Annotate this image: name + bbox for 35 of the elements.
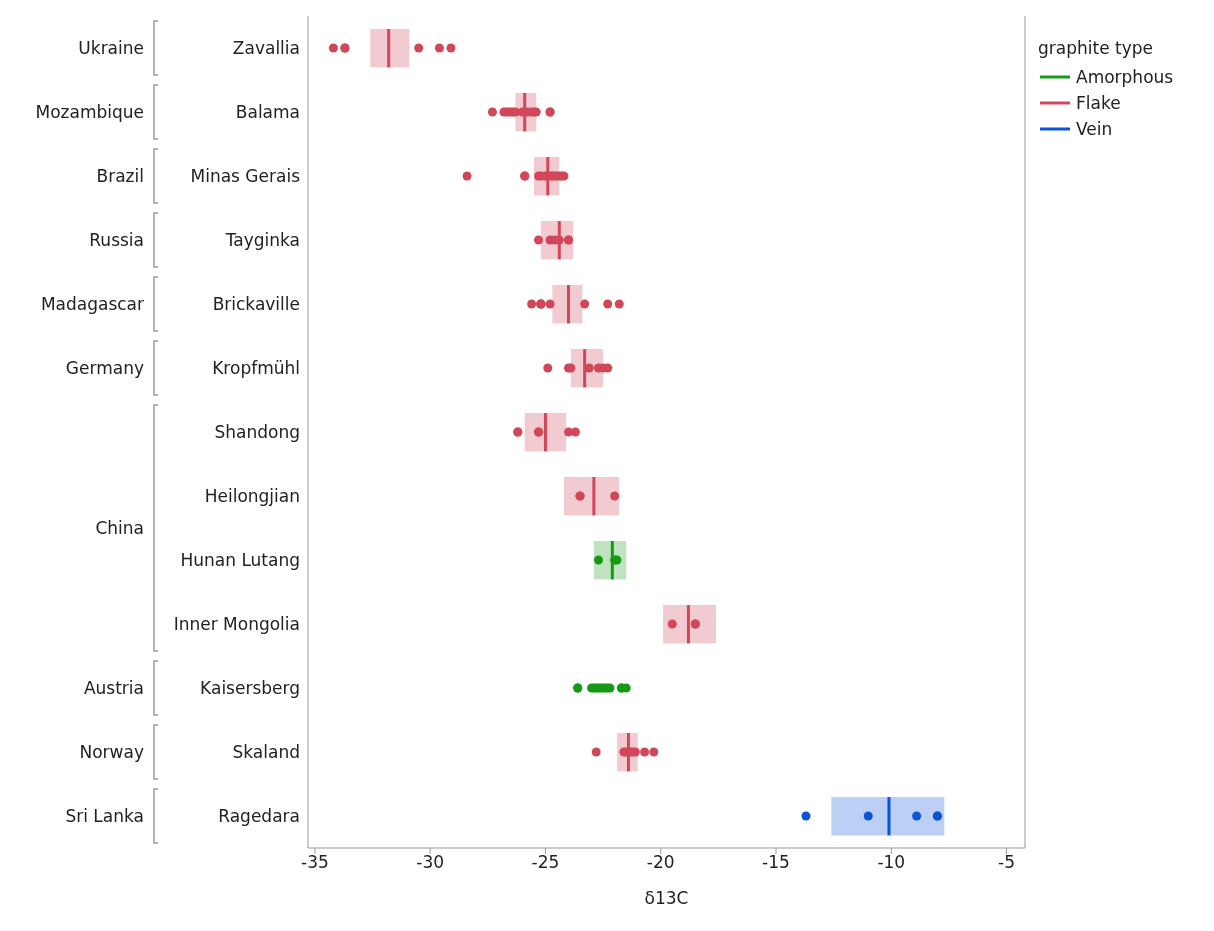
legend-label: Vein [1076, 119, 1113, 139]
x-tick-label: -10 [877, 852, 906, 873]
y-tick-label: Shandong [214, 422, 300, 443]
x-tick-label: -20 [646, 852, 675, 873]
y-tick-label: Hunan Lutang [180, 550, 300, 571]
text: Madagascar [40, 294, 144, 314]
y-tick-label: Skaland [232, 742, 300, 763]
text: Austria [83, 678, 144, 698]
x-tick-label: -35 [301, 852, 329, 873]
y-tick-label: Kaisersberg [200, 678, 300, 699]
x-axis-title: δ13C [644, 888, 689, 908]
x-tick-label: -30 [416, 852, 445, 873]
y-tick-label: Brickaville [212, 294, 300, 315]
text: Ukraine [78, 38, 144, 58]
legend-label: Flake [1076, 93, 1121, 113]
y-tick-label: Ragedara [218, 806, 300, 827]
text: Mozambique [35, 102, 144, 122]
y-tick-label: Minas Gerais [190, 166, 301, 187]
y-tick-label: Zavallia [232, 38, 300, 59]
legend-label: Amorphous [1076, 67, 1174, 87]
text: Brazil [96, 166, 144, 186]
text: China [95, 518, 144, 538]
x-tick-label: -5 [998, 852, 1016, 873]
y-tick-label: Balama [235, 102, 300, 123]
legend-title: graphite type [1038, 38, 1154, 58]
y-tick-label: Inner Mongolia [173, 614, 300, 635]
x-tick-label: -25 [531, 852, 560, 873]
y-tick-label: Kropfmühl [212, 358, 300, 379]
text: Germany [65, 358, 144, 378]
text: Norway [79, 742, 144, 762]
y-tick-label: Tayginka [224, 230, 300, 251]
text: Russia [89, 230, 144, 250]
x-tick-label: -15 [762, 852, 790, 873]
text: Sri Lanka [65, 806, 144, 826]
y-tick-label: Heilongjian [204, 486, 300, 507]
